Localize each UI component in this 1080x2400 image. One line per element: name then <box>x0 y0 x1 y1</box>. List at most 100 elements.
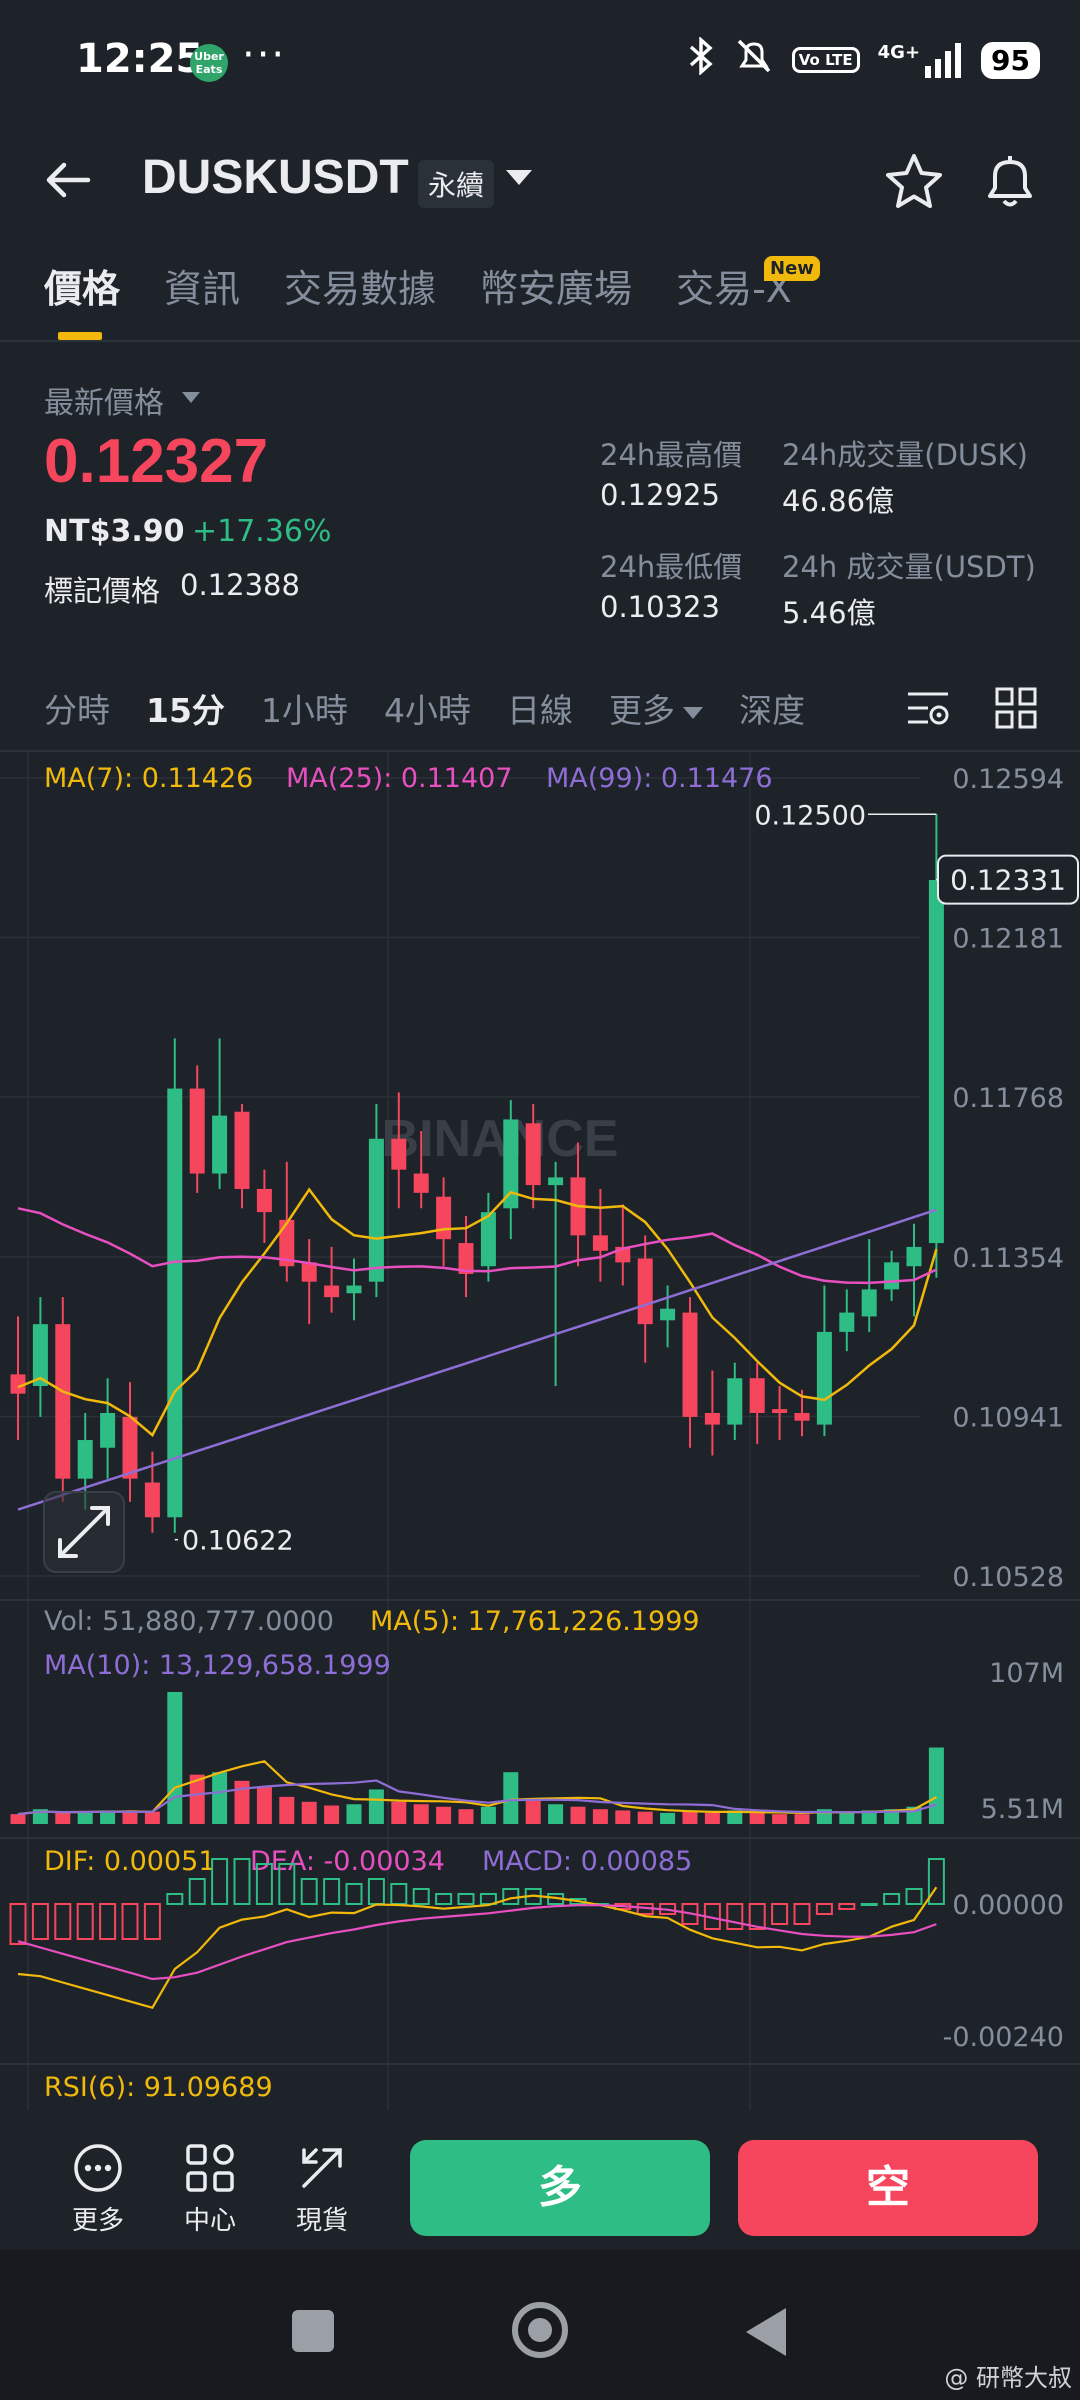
chevron-down-icon[interactable] <box>506 170 532 185</box>
macd-bar <box>211 1858 229 1905</box>
macd-bar <box>927 1858 945 1905</box>
volume-bar <box>122 1812 138 1824</box>
candle <box>906 1246 922 1267</box>
chart-watermark: BINANCE <box>382 1110 619 1168</box>
recent-apps-button[interactable] <box>292 2310 334 2352</box>
volume-quote-label: 24h 成交量(USDT) <box>782 550 1036 584</box>
volume-bar <box>346 1804 362 1824</box>
home-button[interactable] <box>512 2302 568 2358</box>
candle <box>100 1413 116 1448</box>
volume-ma5-line <box>17 1760 937 1816</box>
more-icon <box>74 2144 122 2192</box>
ma7-legend: MA(7): 0.11426 <box>44 763 253 794</box>
short-button[interactable]: 空 <box>738 2140 1038 2236</box>
candle <box>839 1312 855 1332</box>
volume-ma5-legend: MA(5): 17,761,226.1999 <box>370 1606 700 1637</box>
interval-1d[interactable]: 日線 <box>506 691 573 730</box>
back-button[interactable] <box>746 2308 786 2356</box>
macd-bar <box>883 1893 901 1905</box>
macd-bar <box>300 1878 318 1905</box>
chart-settings-icon[interactable] <box>906 686 950 730</box>
volume-bar <box>10 1814 26 1824</box>
chart-grid <box>0 752 920 2110</box>
volume-axis-max: 107M <box>989 1658 1064 1689</box>
network-type: 4G+ <box>877 42 921 63</box>
uber-eats-notification-icon: Uber Eats <box>190 44 228 82</box>
volume-bar <box>570 1806 586 1824</box>
volume-bar <box>234 1780 250 1824</box>
low-24h-label: 24h最低價 <box>600 550 743 584</box>
main-tabs: 價格 資訊 交易數據 幣安廣場 交易-X <box>44 258 836 313</box>
macd-bar <box>9 1903 27 1945</box>
contract-type-badge: 永續 <box>418 160 495 208</box>
interval-15m[interactable]: 15分 <box>146 691 225 730</box>
bell-icon[interactable] <box>978 150 1042 214</box>
macd-bar <box>905 1888 923 1905</box>
macd-dea-line <box>17 1904 937 1981</box>
volume-legend: Vol: 51,880,777.0000 <box>44 1606 334 1637</box>
star-icon[interactable] <box>882 150 946 214</box>
macd-bar <box>771 1903 789 1925</box>
new-badge: New <box>764 256 820 281</box>
spot-button[interactable]: 現貨 <box>272 2142 372 2237</box>
macd-bar <box>323 1878 341 1905</box>
candle <box>660 1308 676 1321</box>
tab-info[interactable]: 資訊 <box>164 267 241 311</box>
mark-price-label: 標記價格 <box>44 574 161 608</box>
more-button[interactable]: 更多 <box>48 2142 148 2237</box>
candle <box>525 1123 541 1186</box>
tab-price[interactable]: 價格 <box>44 267 121 311</box>
interval-more[interactable]: 更多 <box>609 684 703 732</box>
price-axis-tick: 0.12181 <box>952 924 1064 955</box>
candlestick-chart[interactable]: BINANCE MA(7): 0.11426 MA(25): 0.11407 M… <box>0 752 1080 2110</box>
price-annotations: 0.12500 0.10622 0.12331 <box>174 800 1079 1557</box>
interval-depth[interactable]: 深度 <box>738 691 805 730</box>
tab-binance-square[interactable]: 幣安廣場 <box>480 267 633 311</box>
last-price-label[interactable]: 最新價格 <box>44 386 164 421</box>
back-arrow-icon[interactable] <box>40 150 100 210</box>
volume-bars <box>10 1692 944 1824</box>
interval-4h[interactable]: 4小時 <box>383 691 471 730</box>
candle <box>637 1258 653 1325</box>
macd-bar <box>278 1863 296 1905</box>
volume-bar <box>861 1810 877 1824</box>
fiat-price: NT$3.90 <box>44 514 185 549</box>
volume-bar <box>525 1799 541 1824</box>
caret-down-icon <box>682 706 703 719</box>
macd-bar <box>412 1888 430 1905</box>
candle <box>436 1196 452 1240</box>
candle <box>704 1413 720 1425</box>
candle <box>458 1243 474 1274</box>
credit-watermark: @ 研幣大叔 <box>944 2364 1072 2392</box>
pair-title[interactable]: DUSKUSDT <box>142 151 409 204</box>
volume-bar <box>368 1789 384 1824</box>
volume-bar <box>391 1801 407 1824</box>
home-button-dot <box>528 2318 552 2342</box>
candle <box>122 1416 138 1479</box>
long-button[interactable]: 多 <box>410 2140 710 2236</box>
macd-dif-legend: DIF: 0.00051 <box>44 1846 216 1877</box>
candle <box>749 1378 765 1414</box>
center-button[interactable]: 中心 <box>160 2142 260 2237</box>
macd-dif-line <box>17 1886 938 2009</box>
macd-bar <box>76 1903 94 1940</box>
candle <box>816 1331 832 1425</box>
interval-timeline[interactable]: 分時 <box>44 691 110 730</box>
ma25-line <box>17 1207 937 1285</box>
caret-down-icon[interactable] <box>182 392 200 403</box>
candle <box>548 1177 564 1186</box>
macd-bar <box>166 1893 184 1905</box>
candle <box>592 1235 608 1251</box>
volume-axis-min: 5.51M <box>981 1794 1064 1825</box>
interval-1h[interactable]: 1小時 <box>260 691 348 730</box>
mark-price-value: 0.12388 <box>180 568 300 602</box>
layout-grid-icon[interactable] <box>994 686 1038 730</box>
tab-trading-data[interactable]: 交易數據 <box>284 267 437 311</box>
macd-bar <box>435 1893 453 1905</box>
macd-bar <box>31 1903 49 1940</box>
candle <box>234 1111 250 1189</box>
expand-chart-button[interactable] <box>43 1491 125 1573</box>
price-change-percent: +17.36% <box>192 514 332 549</box>
volume-bar <box>704 1812 720 1824</box>
volume-bar <box>189 1774 205 1824</box>
